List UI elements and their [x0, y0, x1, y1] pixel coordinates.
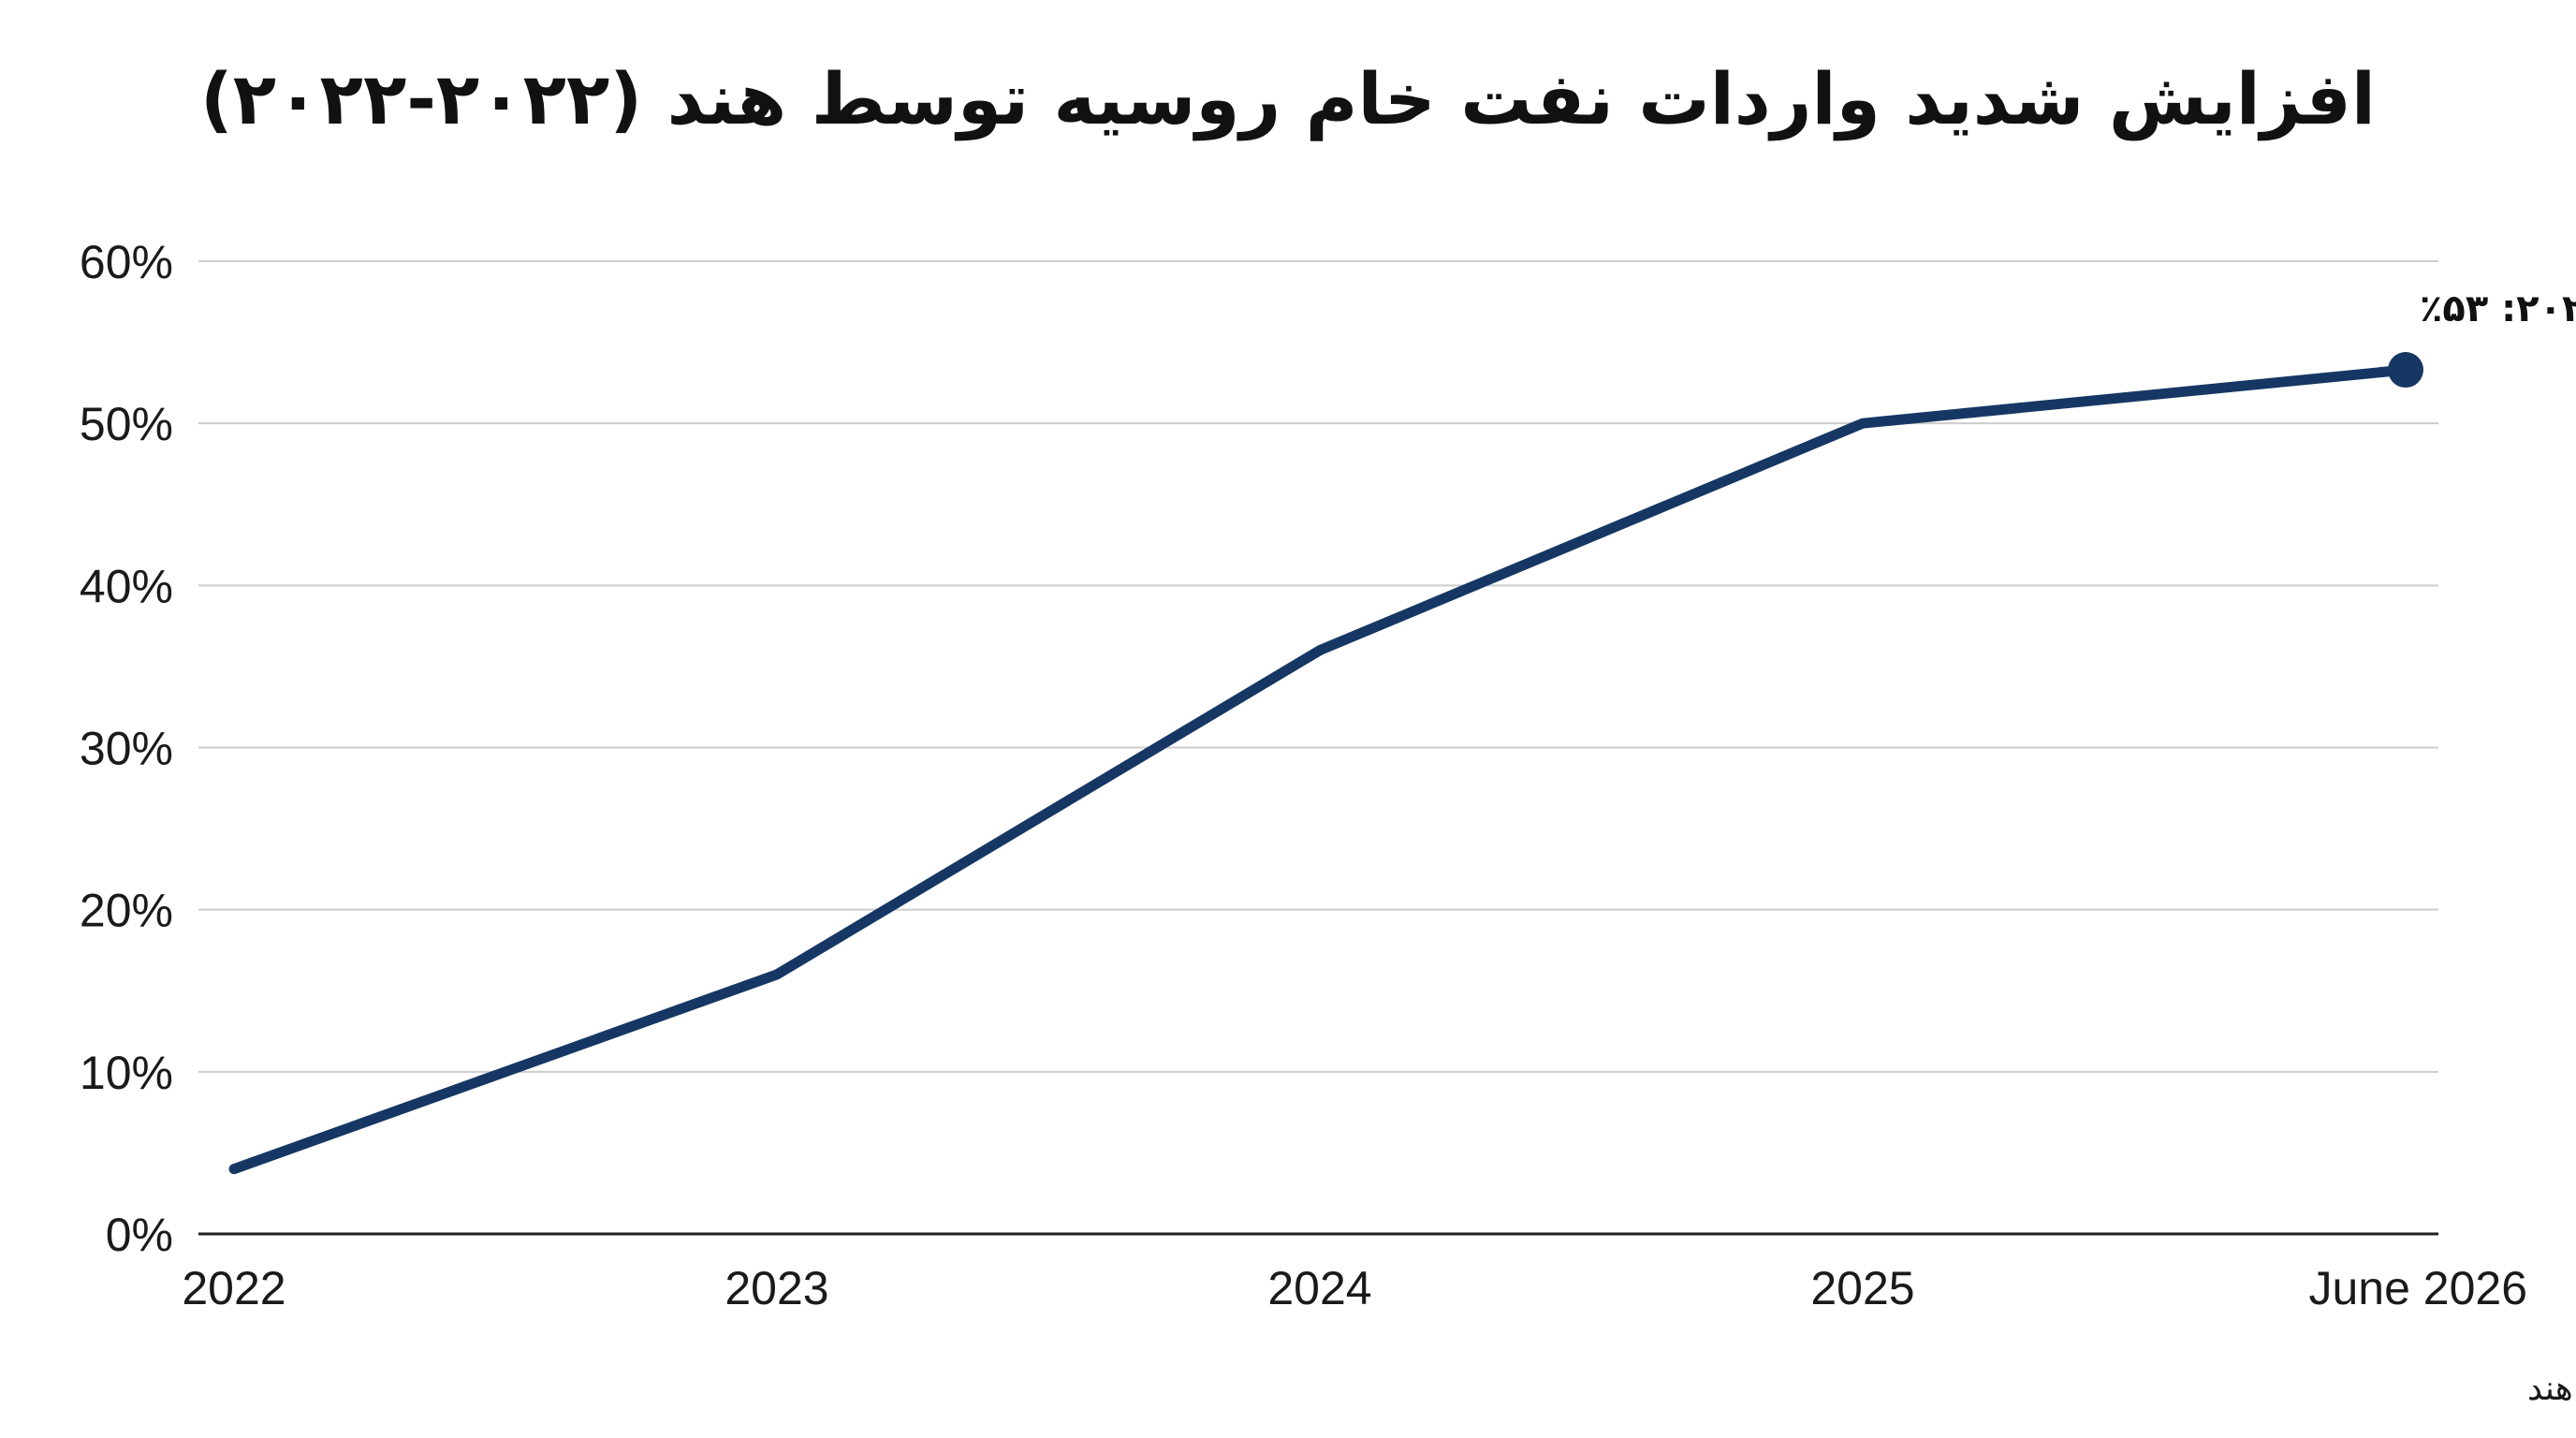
x-tick-label: 2022: [182, 1262, 285, 1314]
peak-annotation: اوج ژوئن ۲۰۲۶: ۵۳٪: [2420, 287, 2576, 330]
x-tick-label: 2023: [724, 1262, 828, 1314]
peak-point-marker: [2388, 352, 2423, 389]
x-axis-tick-labels: 2022 2023 2024 2025 June 2026: [182, 1262, 2527, 1314]
x-tick-label: 2025: [1810, 1262, 1914, 1314]
source-note: منبع: تحلیل داده‌های واردات هند: [2527, 1370, 2576, 1408]
y-tick-label: 60%: [80, 236, 173, 288]
y-axis-tick-labels: 0% 10% 20% 30% 40% 50% 60%: [80, 236, 173, 1261]
y-tick-label: 30%: [80, 723, 173, 775]
gridlines: [198, 260, 2438, 1073]
y-tick-label: 10%: [80, 1047, 173, 1099]
y-tick-label: 50%: [80, 398, 173, 450]
y-tick-label: 0%: [106, 1209, 173, 1261]
y-tick-label: 40%: [80, 560, 173, 612]
x-tick-label: 2024: [1267, 1262, 1371, 1314]
x-tick-label: June 2026: [2308, 1262, 2527, 1314]
chart-title: افزایش شدید واردات نفت خام روسیه توسط هن…: [200, 57, 2376, 141]
series-line: [228, 364, 2411, 1175]
y-tick-label: 20%: [80, 885, 173, 937]
